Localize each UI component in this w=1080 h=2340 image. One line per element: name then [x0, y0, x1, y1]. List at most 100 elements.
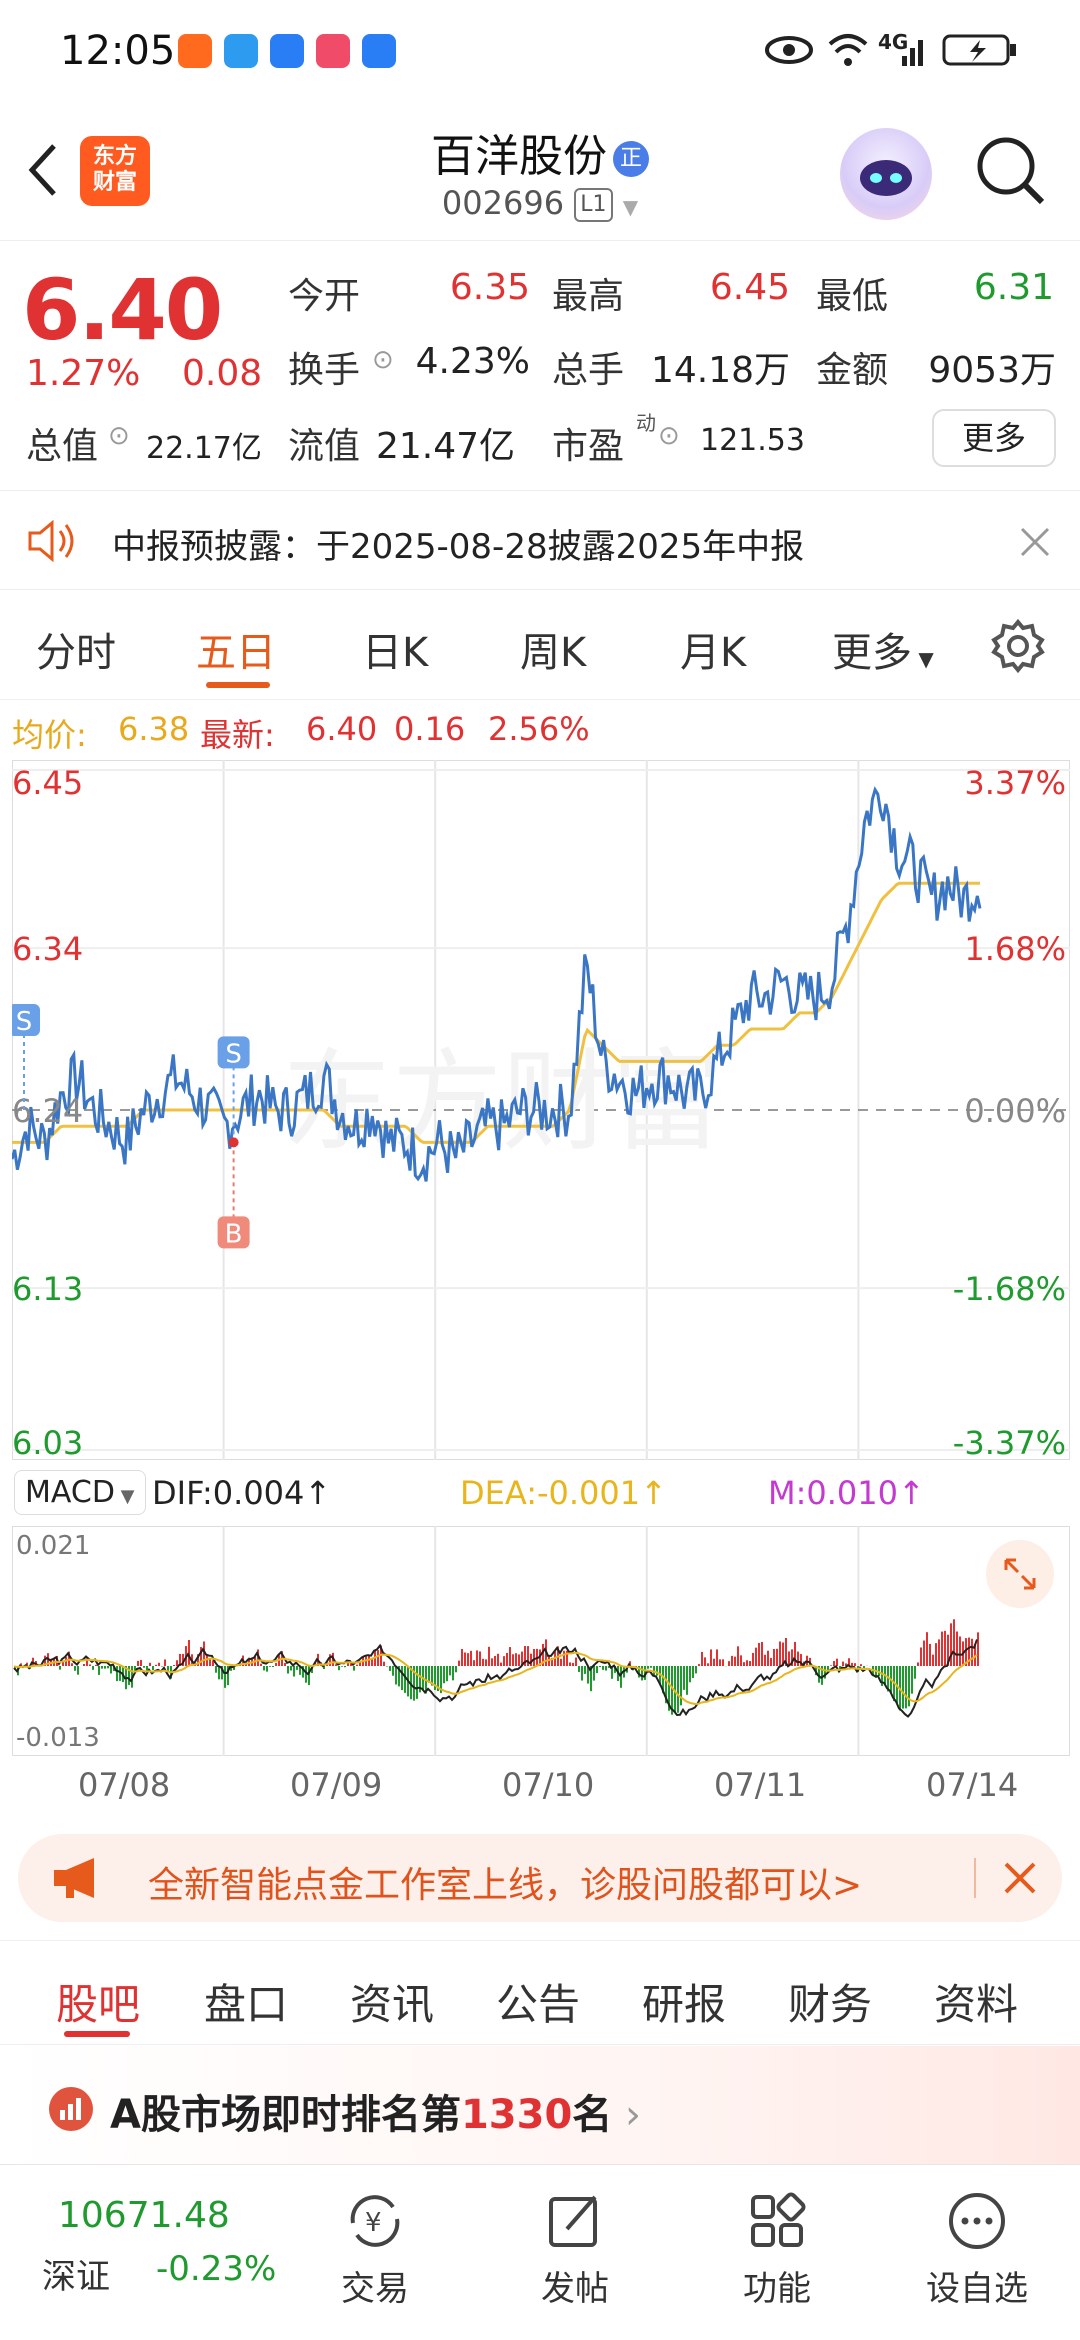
dropdown-caret-icon[interactable]: ▼ — [622, 195, 639, 219]
close-icon[interactable] — [1002, 1860, 1038, 1896]
right-axis-tick: -3.37% — [953, 1424, 1066, 1460]
expand-button[interactable] — [986, 1540, 1054, 1608]
macd-bar — [383, 1661, 385, 1666]
info-icon[interactable]: ⊙ — [658, 421, 680, 451]
index-change: -0.23% — [156, 2249, 277, 2289]
indicator-selector[interactable]: MACD ▼ — [14, 1470, 146, 1515]
eye-icon — [765, 36, 813, 64]
macd-bar — [179, 1653, 181, 1666]
message-notification-icon — [224, 34, 258, 68]
tab-finance[interactable]: 财务 — [788, 1980, 873, 2029]
back-arrow-icon[interactable] — [22, 140, 62, 200]
macd-bottom-value: -0.013 — [16, 1723, 100, 1753]
tab-guba[interactable]: 股吧 — [56, 1980, 141, 2029]
macd-bar — [605, 1666, 607, 1671]
macd-bar — [551, 1657, 553, 1666]
index-value[interactable]: 10671.48 — [58, 2195, 230, 2236]
right-axis-tick: 0.00% — [964, 1092, 1066, 1130]
macd-bar — [452, 1666, 454, 1681]
macd-bar — [260, 1663, 262, 1666]
macd-bar — [683, 1666, 685, 1690]
macd-bar — [581, 1666, 583, 1681]
macd-bar — [335, 1664, 337, 1666]
macd-bar — [596, 1666, 598, 1673]
macd-bar — [353, 1666, 355, 1671]
chart-period-tabs: 分时 五日 日K 周K 月K 更多 ▼ — [0, 590, 1080, 700]
left-axis-labels: 6.45 6.34 6.24 6.13 6.03 — [12, 764, 83, 1460]
tab-five-day[interactable]: 五日 — [196, 630, 276, 676]
macd-bar — [968, 1637, 970, 1666]
macd-bar — [446, 1666, 448, 1682]
dif-value: DIF:0.004↑ — [152, 1474, 332, 1512]
ai-assistant-icon[interactable] — [840, 128, 932, 220]
tab-daily-k[interactable]: 日K — [362, 630, 429, 676]
nav-watchlist[interactable]: 设自选 — [912, 2189, 1042, 2310]
date-label: 07/08 — [78, 1766, 171, 1804]
macd-bar — [134, 1666, 136, 1673]
more-dots-icon — [949, 2193, 1005, 2249]
l1-badge[interactable]: L1 — [574, 188, 613, 222]
macd-bar — [71, 1663, 73, 1666]
promo-banner[interactable]: 全新智能点金工作室上线，诊股问股都可以> — [18, 1834, 1062, 1922]
macd-bar — [149, 1662, 151, 1666]
macd-bar — [782, 1642, 784, 1666]
tab-research[interactable]: 研报 — [642, 1980, 727, 2029]
macd-bar — [593, 1666, 595, 1681]
macd-bar — [575, 1657, 577, 1666]
tab-monthly-k[interactable]: 月K — [680, 630, 747, 676]
macd-bar — [431, 1666, 433, 1686]
macd-bar — [83, 1663, 85, 1666]
tab-intraday[interactable]: 分时 — [36, 630, 116, 676]
macd-bar — [764, 1654, 766, 1666]
macd-bar — [224, 1666, 226, 1688]
avg-value: 6.38 — [118, 710, 190, 748]
info-icon[interactable]: ⊙ — [372, 345, 394, 375]
tab-orderbook[interactable]: 盘口 — [204, 1980, 289, 2029]
macd-bar — [152, 1666, 154, 1671]
market-rank-row[interactable]: A股市场即时排名第1330名 › — [0, 2046, 1080, 2164]
macd-bar — [506, 1652, 508, 1666]
macd-bar — [89, 1664, 91, 1666]
tab-news[interactable]: 资讯 — [350, 1980, 435, 2029]
nav-functions[interactable]: 功能 — [712, 2189, 842, 2310]
nav-trade[interactable]: ¥ 交易 — [310, 2189, 440, 2310]
search-icon[interactable] — [970, 130, 1050, 210]
macd-bar — [656, 1666, 658, 1676]
info-icon[interactable]: ⊙ — [108, 421, 130, 451]
signal-icon — [902, 40, 923, 66]
tab-more[interactable]: 更多 ▼ — [832, 630, 934, 676]
macd-bar — [695, 1666, 697, 1674]
macd-bar — [824, 1666, 826, 1679]
macd-chart[interactable]: 0.021 -0.013 — [12, 1526, 1070, 1756]
pe-label: 市盈 — [552, 426, 625, 467]
trade-icon: ¥ — [350, 2195, 400, 2247]
macd-bar — [377, 1650, 379, 1666]
tab-announcements[interactable]: 公告 — [496, 1980, 581, 2029]
five-day-price-chart[interactable]: 东方财富 6.456.346.246.136.03 3.37%1.68%0.00… — [12, 760, 1070, 1460]
tab-profile[interactable]: 资料 — [934, 1980, 1019, 2029]
notice-bar[interactable]: 中报预披露：于2025-08-28披露2025年中报 — [0, 490, 1080, 590]
sell-marker — [12, 1004, 40, 1036]
change-amount: 0.08 — [182, 353, 263, 394]
macd-bar — [386, 1666, 388, 1667]
macd-bar — [668, 1666, 670, 1711]
macd-bar — [44, 1655, 46, 1666]
status-time: 12:05 — [60, 28, 176, 74]
macd-bar — [311, 1666, 313, 1674]
macd-bar — [86, 1658, 88, 1666]
macd-indicator-bar: MACD ▼ DIF:0.004↑ DEA:-0.001↑ M:0.010↑ — [0, 1466, 1080, 1526]
more-quote-button[interactable]: 更多 — [932, 409, 1056, 467]
settings-gear-icon[interactable] — [990, 618, 1046, 674]
macd-bar — [467, 1653, 469, 1666]
nav-post[interactable]: 发帖 — [510, 2189, 640, 2310]
close-icon[interactable] — [1018, 525, 1052, 559]
macd-bar — [416, 1666, 418, 1699]
macd-bar — [410, 1666, 412, 1700]
right-axis-tick: 3.37% — [964, 764, 1066, 802]
macd-bar — [794, 1641, 796, 1666]
macd-bar — [182, 1653, 184, 1666]
tab-weekly-k[interactable]: 周K — [520, 630, 587, 676]
macd-bar — [614, 1666, 616, 1673]
macd-bar — [20, 1663, 22, 1666]
notice-text: 中报预披露：于2025-08-28披露2025年中报 — [112, 527, 805, 567]
